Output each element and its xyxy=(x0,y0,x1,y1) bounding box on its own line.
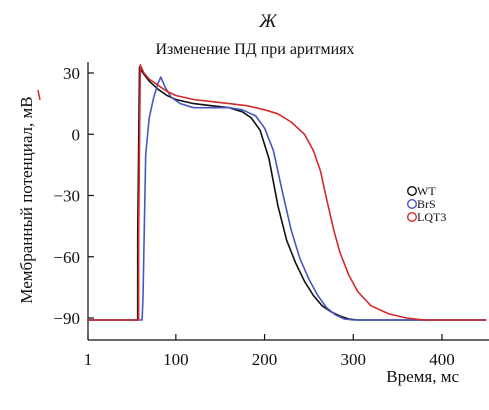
chart-title: Изменение ПД при аритмиях xyxy=(155,41,354,58)
y-tick-label: −60 xyxy=(53,248,80,267)
series-line-wt xyxy=(88,66,487,321)
y-axis-label: Мембранный потенциал, мВ xyxy=(17,96,36,303)
y-tick-label: 30 xyxy=(63,64,80,83)
left-edge-marker xyxy=(37,89,41,101)
series-line-lqt3 xyxy=(88,64,487,321)
x-tick-label: 400 xyxy=(429,350,455,369)
plot-frame xyxy=(87,62,489,341)
legend-label-lqt3: LQT3 xyxy=(417,210,446,224)
y-tick-label: −30 xyxy=(53,187,80,206)
x-axis-ticks: 1 100 200 300 400 xyxy=(84,334,455,369)
x-tick-label: 200 xyxy=(252,350,278,369)
x-tick-label: 1 xyxy=(84,350,93,369)
panel-label: Ж xyxy=(258,11,278,32)
x-tick-label: 100 xyxy=(163,350,189,369)
legend-marker-wt xyxy=(407,185,418,196)
legend-marker-lqt3 xyxy=(407,211,418,222)
legend-label-wt: WT xyxy=(417,184,436,198)
x-tick-label: 300 xyxy=(341,350,367,369)
x-axis-label: Время, мс xyxy=(386,367,459,386)
y-tick-label: 0 xyxy=(72,125,81,144)
y-axis-ticks: −90 −60 −30 0 30 xyxy=(53,64,94,328)
legend-marker-brs xyxy=(407,198,418,209)
y-tick-label: −90 xyxy=(53,309,80,328)
legend-label-brs: BrS xyxy=(417,197,436,211)
series-line-brs xyxy=(88,76,487,321)
series-lines xyxy=(88,64,487,321)
